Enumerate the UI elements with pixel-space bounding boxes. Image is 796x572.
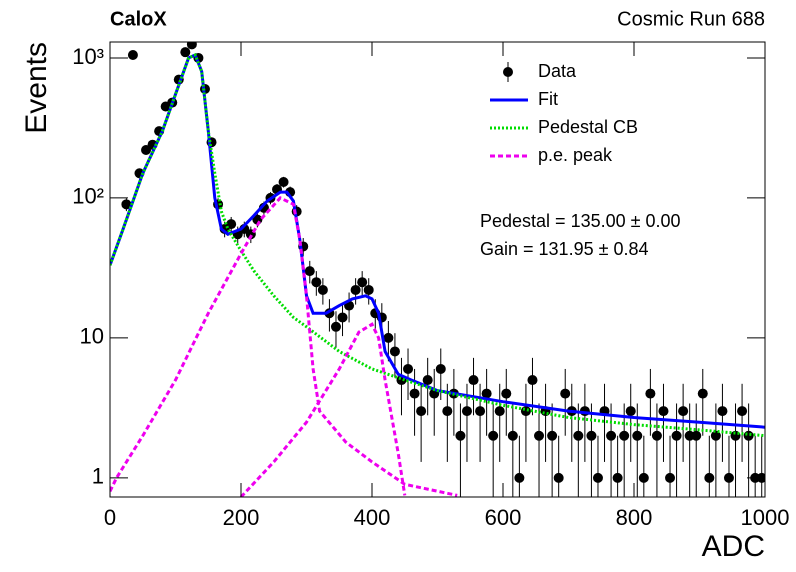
data-point: [468, 375, 479, 386]
data-point: [363, 284, 374, 295]
data-point: [389, 346, 400, 357]
data-point: [455, 430, 466, 441]
data-point: [737, 406, 748, 417]
data-point: [416, 406, 427, 417]
data-point: [638, 472, 649, 483]
data-point: [317, 284, 328, 295]
legend-label: Pedestal CB: [538, 117, 638, 137]
data-point: [186, 42, 197, 50]
data-point: [678, 406, 689, 417]
data-point: [422, 375, 433, 386]
data-point: [226, 219, 237, 230]
data-point: [304, 266, 315, 277]
data-point: [514, 472, 525, 483]
data-point: [501, 388, 512, 399]
y-tick-label: 1: [92, 464, 104, 489]
fit-curve: [110, 52, 765, 438]
data-point: [350, 284, 361, 295]
annotation: Pedestal = 135.00 ± 0.00: [480, 211, 681, 231]
data-point: [592, 472, 603, 483]
chart-title: CaloX: [110, 8, 167, 30]
data-point: [606, 430, 617, 441]
data-point: [330, 321, 341, 332]
data-point: [534, 430, 545, 441]
data-point: [403, 363, 414, 374]
data-point: [717, 406, 728, 417]
x-tick-label: 400: [354, 505, 391, 530]
y-axis-title: Events: [20, 42, 53, 134]
data-point: [507, 430, 518, 441]
data-point: [127, 49, 138, 60]
data-point: [619, 430, 630, 441]
annotation: Gain = 131.95 ± 0.84: [480, 239, 649, 259]
data-point: [475, 406, 486, 417]
data-point: [481, 388, 492, 399]
data-point: [435, 363, 446, 374]
data-point: [494, 406, 505, 417]
data-point: [612, 472, 623, 483]
data-point: [180, 47, 191, 58]
data-point: [573, 430, 584, 441]
legend-label: p.e. peak: [538, 145, 613, 165]
data-point: [651, 430, 662, 441]
data-point: [337, 312, 348, 323]
data-point: [723, 472, 734, 483]
data-point: [704, 472, 715, 483]
data-point: [560, 388, 571, 399]
data-point: [697, 388, 708, 399]
data-point: [527, 375, 538, 386]
data-point: [710, 430, 721, 441]
y-tick-label: 10³: [72, 44, 104, 69]
plot-area: [110, 42, 765, 497]
data-point: [520, 406, 531, 417]
data-point: [553, 472, 564, 483]
data-point: [311, 277, 322, 288]
data-point: [625, 406, 636, 417]
data-point: [632, 430, 643, 441]
x-tick-label: 200: [223, 505, 260, 530]
x-tick-label: 600: [485, 505, 522, 530]
x-tick-label: 800: [616, 505, 653, 530]
fit-curve: [110, 196, 458, 497]
frame: [109, 41, 766, 498]
x-tick-label: 1000: [741, 505, 790, 530]
data-point: [547, 430, 558, 441]
data-point: [409, 388, 420, 399]
chart-subtitle: Cosmic Run 688: [617, 8, 765, 30]
data-point: [461, 406, 472, 417]
x-tick-label: 0: [104, 505, 116, 530]
x-axis-title: ADC: [702, 530, 765, 563]
legend-label: Data: [538, 61, 577, 81]
data-point: [383, 332, 394, 343]
data-point: [121, 199, 132, 210]
data-point: [665, 472, 676, 483]
data-point: [645, 388, 656, 399]
legend-marker: [503, 67, 513, 77]
data-point: [691, 430, 702, 441]
data-point: [658, 406, 669, 417]
data-point: [586, 430, 597, 441]
data-point: [743, 430, 754, 441]
data-point: [488, 430, 499, 441]
data-point: [442, 406, 453, 417]
data-point: [278, 176, 289, 187]
data-point: [357, 277, 368, 288]
data-point: [671, 430, 682, 441]
legend-label: Fit: [538, 89, 558, 109]
y-tick-label: 10: [80, 324, 104, 349]
y-tick-label: 10²: [72, 184, 104, 209]
